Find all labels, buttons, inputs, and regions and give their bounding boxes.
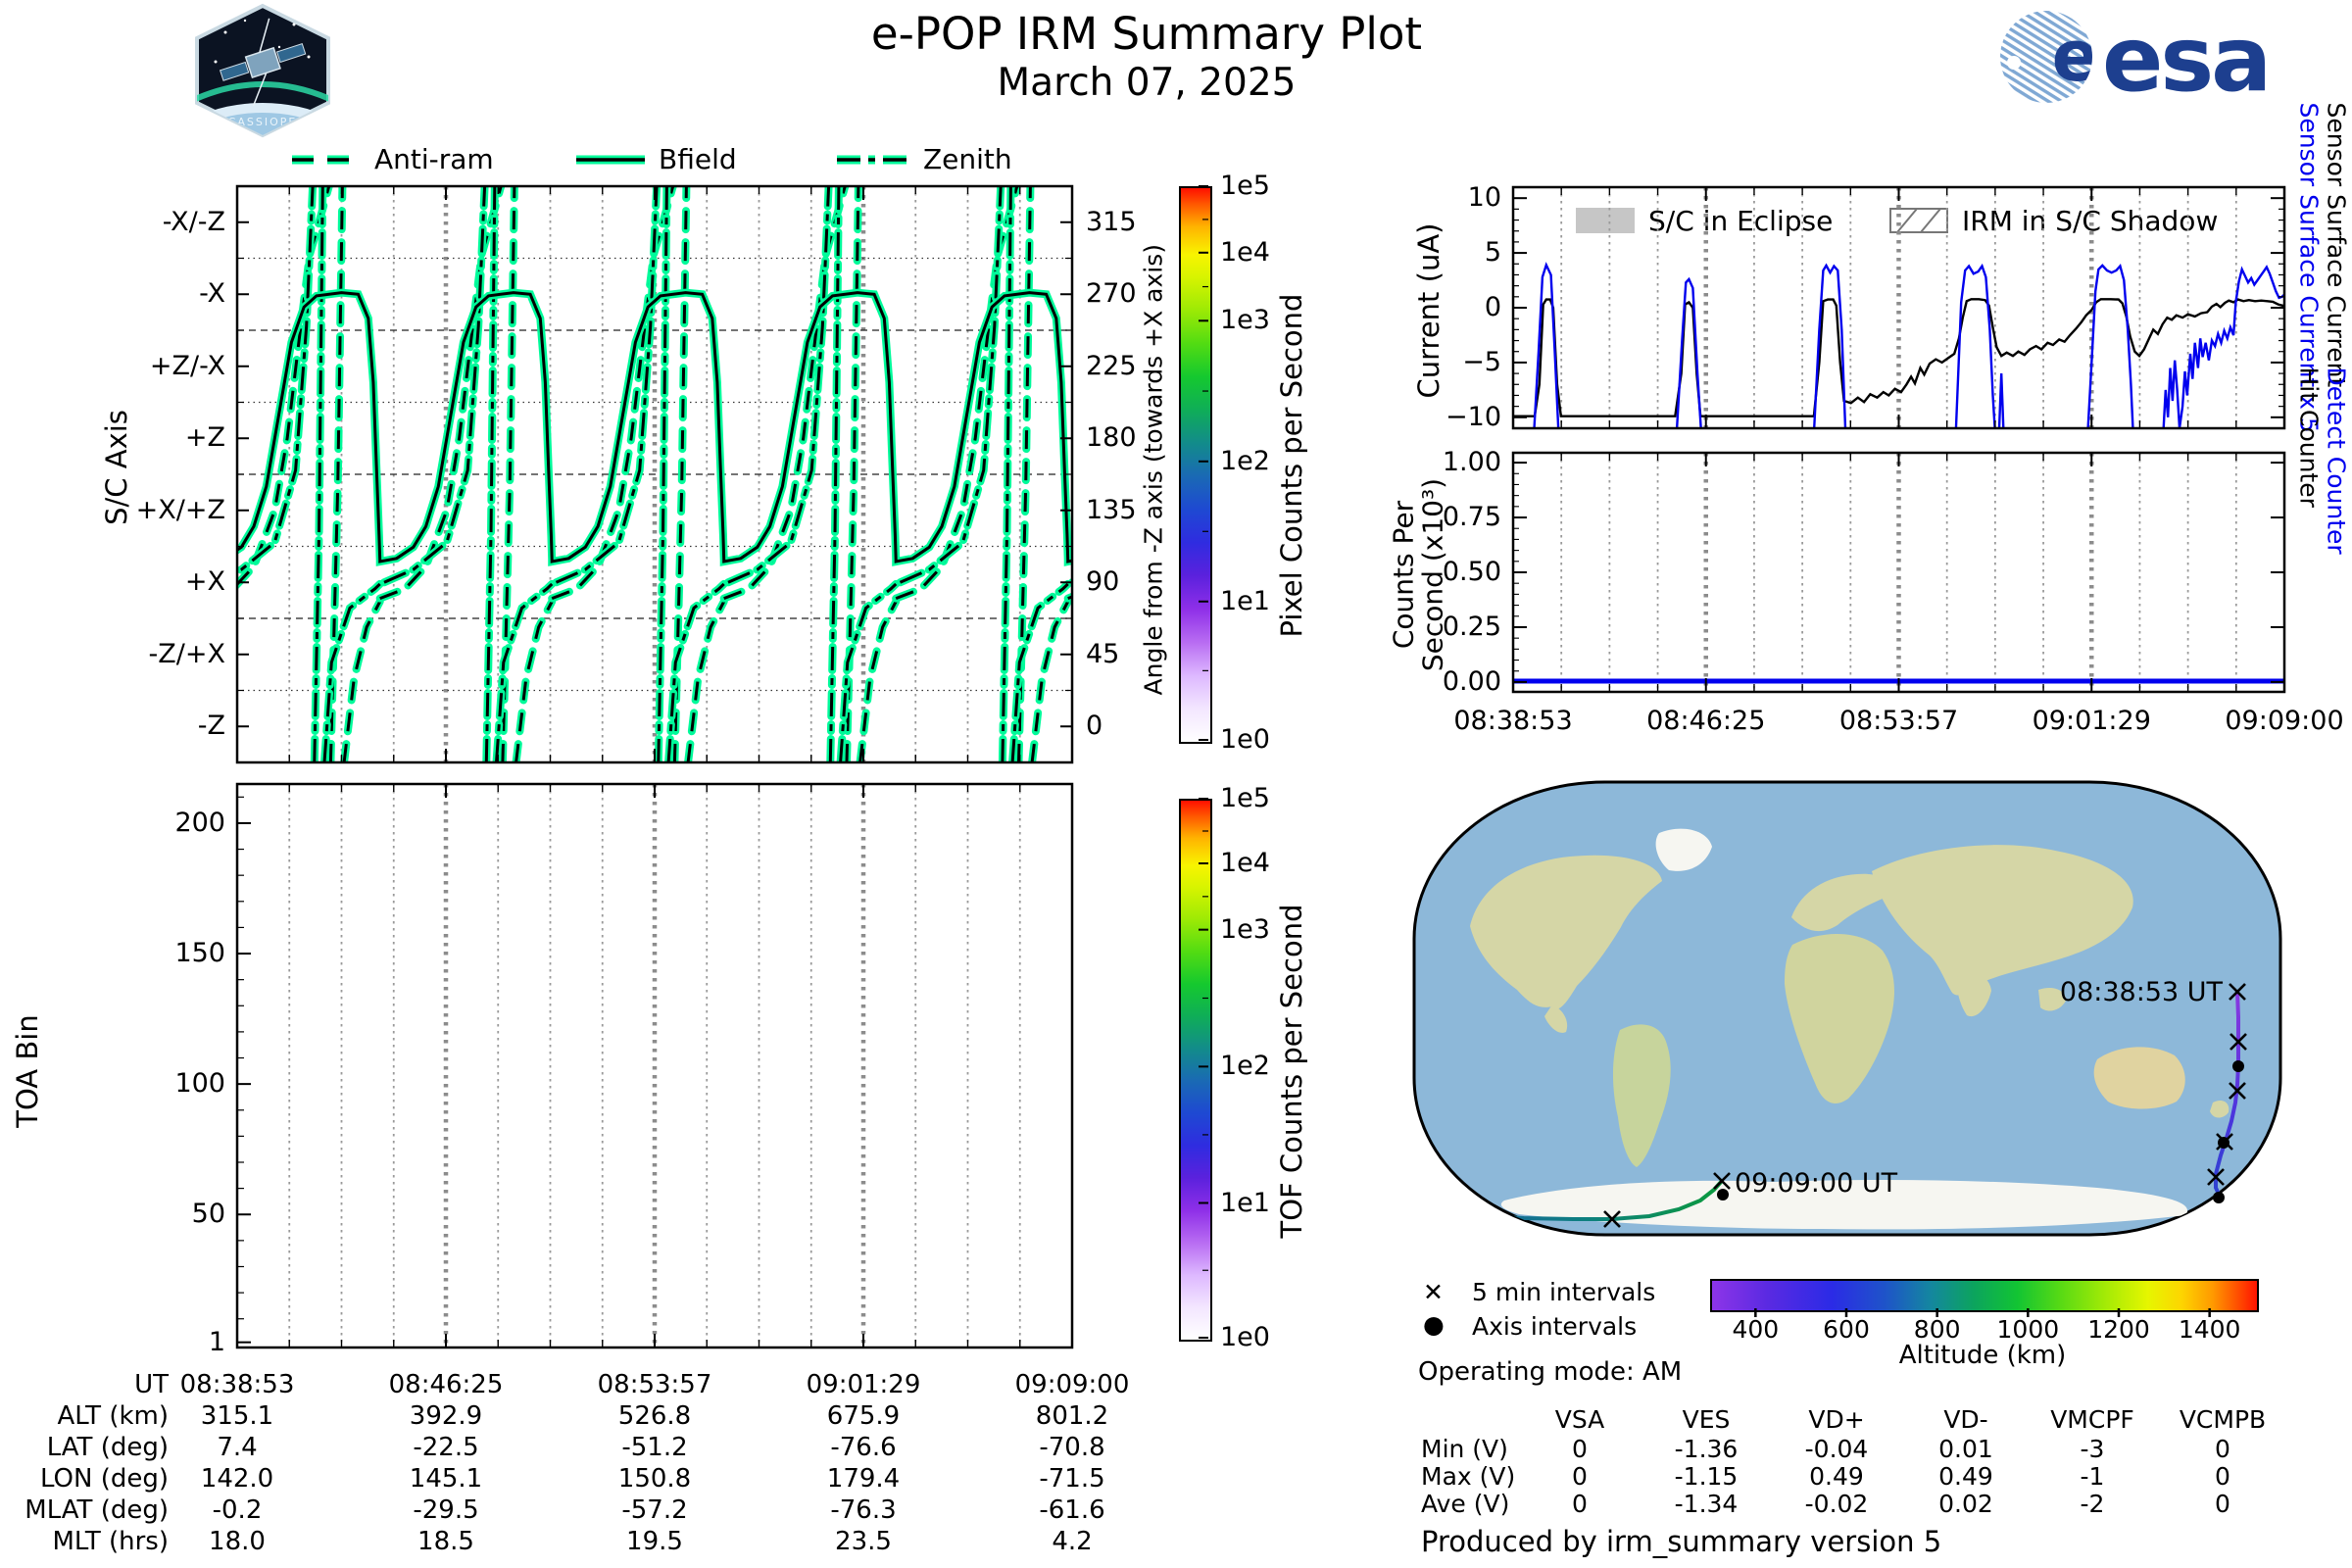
current-series [1513, 262, 2284, 428]
track-start-label: 08:38:53 UT [2060, 977, 2224, 1007]
dot-marker-glyph: ● [1423, 1310, 1445, 1339]
legend-bfield: Bfield [574, 143, 737, 175]
sc-axis-series [237, 186, 1072, 762]
axis-interval-marker [2232, 1060, 2244, 1072]
patch-aurora [197, 81, 328, 104]
operating-mode: Operating mode: AM [1418, 1357, 1683, 1387]
five-min-marker [2230, 1033, 2247, 1051]
altitude-label: Altitude (km) [1898, 1341, 2067, 1370]
esa-wordmark: esa [2102, 7, 2269, 112]
legend-antiram-label: Anti-ram [374, 143, 494, 175]
five-min-marker [2229, 983, 2246, 1001]
five-min-marker [2229, 1082, 2246, 1100]
cassiope-patch: CASSIOPE [195, 3, 330, 138]
legend-antiram: Anti-ram [290, 143, 494, 175]
axis-interval-marker [1717, 1189, 1729, 1200]
pixel-colorbar [1179, 186, 1212, 744]
legend-bfield-label: Bfield [659, 143, 737, 175]
esa-logo: e esa [2000, 7, 2272, 112]
shadow-legend-swatch [1889, 208, 1948, 233]
altitude-colorbar [1710, 1279, 2259, 1312]
track-markers [1603, 983, 2247, 1228]
eclipse-legend-swatch [1576, 208, 1635, 233]
dot-marker-label: Axis intervals [1472, 1312, 1638, 1341]
patch-label: CASSIOPE [228, 116, 298, 128]
produced-by: Produced by irm_summary version 5 [1421, 1525, 1942, 1558]
tof-colorbar [1179, 799, 1212, 1342]
patch-satellite [219, 18, 307, 107]
five-min-marker [1713, 1172, 1731, 1190]
axis-interval-marker [2213, 1192, 2225, 1203]
five-min-marker [2207, 1168, 2225, 1186]
page-title: e-POP IRM Summary Plot [870, 8, 1423, 60]
x-marker-label: 5 min intervals [1472, 1278, 1656, 1306]
legend-zenith: Zenith [835, 143, 1012, 175]
x-marker-glyph: ✕ [1423, 1278, 1444, 1306]
page-date: March 07, 2025 [997, 61, 1297, 105]
map-continents [1470, 828, 2230, 1230]
ground-track-map: 08:38:53 UT 09:09:00 UT [1412, 780, 2282, 1237]
five-min-marker [1603, 1210, 1621, 1228]
axis-interval-marker [2218, 1137, 2230, 1149]
track-end-label: 09:09:00 UT [1735, 1168, 1898, 1199]
legend-zenith-label: Zenith [923, 143, 1012, 175]
